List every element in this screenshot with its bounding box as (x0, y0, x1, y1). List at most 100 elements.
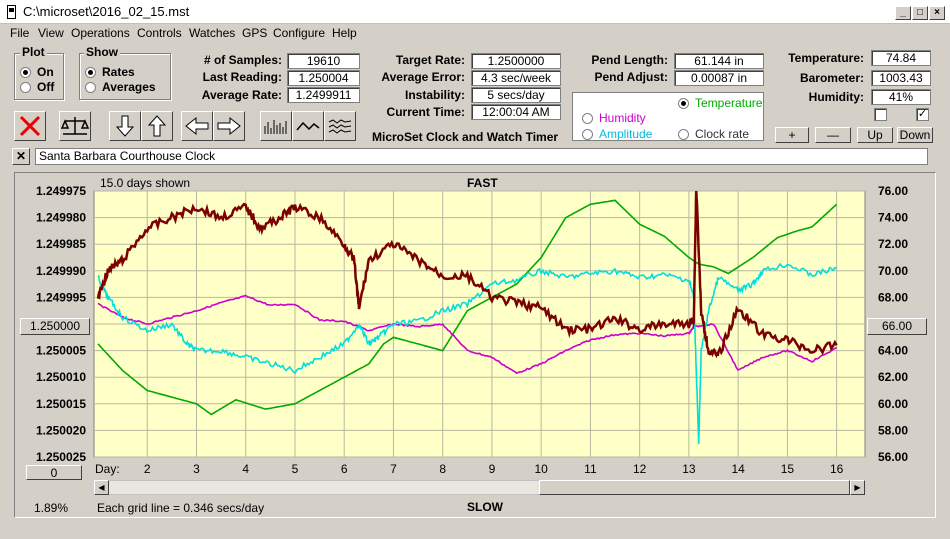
line-view-button[interactable] (292, 111, 324, 141)
radio-dot[interactable] (582, 112, 593, 124)
app-icon (7, 5, 16, 19)
last-reading-label: Last Reading: (202, 70, 282, 84)
scale-minus-button[interactable]: — (815, 127, 851, 143)
menu-view[interactable]: View (38, 26, 64, 40)
menu-file[interactable]: File (10, 26, 30, 40)
show-group (79, 53, 171, 100)
left-tick-label: 1.250020 (36, 423, 86, 437)
target-rate-label: Target Rate: (395, 53, 465, 67)
channel-amplitude-label: Amplitude (599, 127, 653, 141)
x-tick-label: 8 (439, 462, 446, 476)
radio-dot[interactable] (85, 66, 96, 78)
menu-configure[interactable]: Configure (273, 26, 326, 40)
arrow-down-icon (115, 115, 135, 137)
bar-chart-icon (264, 120, 287, 134)
percent-status: 1.89% (34, 501, 69, 515)
x-tick-label: 4 (242, 462, 249, 476)
channel-humidity-radio[interactable]: Humidity (582, 111, 646, 125)
zero-button[interactable]: 0 (26, 465, 82, 480)
scale-plus-button[interactable]: + (775, 127, 809, 143)
balance-button[interactable] (59, 111, 91, 141)
scale-down-button[interactable]: Down (897, 127, 933, 143)
samples-label: # of Samples: (203, 53, 282, 67)
menu-help[interactable]: Help (332, 26, 357, 40)
radio-dot[interactable] (85, 81, 96, 93)
arrow-right-button[interactable] (213, 111, 245, 141)
show-group-label: Show (84, 45, 120, 59)
x-tick-label: 6 (341, 462, 348, 476)
maximize-button[interactable]: □ (912, 6, 928, 20)
right-tick-label: 60.00 (878, 397, 908, 411)
chart-panel (14, 172, 936, 518)
scroll-left-button[interactable]: ◀ (94, 480, 109, 495)
series-line-temperature (97, 199, 838, 416)
left-tick-label: 1.250025 (36, 450, 86, 464)
humidity-field: 41% (871, 89, 931, 105)
menu-controls[interactable]: Controls (137, 26, 182, 40)
x-tick-label: 5 (292, 462, 299, 476)
radio-dot[interactable] (20, 66, 31, 78)
humidity-label: Humidity: (808, 90, 864, 104)
grid-note: Each grid line = 0.346 secs/day (97, 501, 265, 515)
scroll-right-button[interactable]: ▶ (850, 480, 865, 495)
checkbox-1[interactable] (874, 108, 887, 121)
target-rate-field[interactable]: 1.2500000 (471, 53, 561, 69)
left-scale-center-button[interactable]: 1.250000 (20, 318, 90, 335)
bars-view-button[interactable] (260, 111, 292, 141)
barometer-field: 1003.43 (871, 70, 931, 86)
right-scale-center-button[interactable]: 66.00 (867, 318, 927, 335)
menu-gps[interactable]: GPS (242, 26, 268, 40)
clear-clock-button[interactable]: ✕ (12, 148, 30, 165)
menu-operations[interactable]: Operations (71, 26, 130, 40)
show-averages-label: Averages (102, 80, 156, 94)
pend-length-label: Pend Length: (591, 53, 668, 67)
plot-group-label: Plot (20, 45, 47, 59)
channel-clock-rate-radio[interactable]: Clock rate (678, 127, 749, 141)
multi-wave-icon (328, 119, 352, 134)
arrow-left-button[interactable] (181, 111, 213, 141)
clock-name-field[interactable]: Santa Barbara Courthouse Clock (35, 148, 928, 165)
radio-dot[interactable] (582, 128, 593, 140)
average-rate-label: Average Rate: (201, 88, 282, 102)
right-tick-label: 72.00 (878, 237, 908, 251)
window-title: C:\microset\2016_02_15.mst (23, 4, 190, 19)
x-tick-label: 16 (830, 462, 844, 476)
instability-field: 5 secs/day (471, 87, 561, 103)
plot-on-radio[interactable]: On (20, 65, 54, 79)
show-rates-radio[interactable]: Rates (85, 65, 135, 79)
chart-title: FAST (467, 176, 498, 190)
left-tick-label: 1.249995 (36, 290, 86, 304)
x-tick-label: 15 (781, 462, 795, 476)
scale-up-button[interactable]: Up (857, 127, 893, 143)
red-x-icon (19, 115, 41, 137)
channel-temperature-label: Temperature (695, 96, 763, 110)
multi-line-view-button[interactable] (324, 111, 356, 141)
arrow-down-button[interactable] (109, 111, 141, 141)
channel-temperature-radio[interactable]: Temperature (678, 96, 762, 110)
radio-dot[interactable] (678, 128, 689, 140)
minimize-button[interactable]: _ (895, 6, 911, 20)
channel-humidity-label: Humidity (599, 111, 646, 125)
plot-off-radio[interactable]: Off (20, 80, 54, 94)
radio-dot[interactable] (678, 97, 689, 109)
radio-dot[interactable] (20, 81, 31, 93)
left-tick-label: 1.249990 (36, 264, 86, 278)
pend-adjust-label: Pend Adjust: (594, 70, 668, 84)
x-tick-label: 2 (144, 462, 151, 476)
x-tick-label: 7 (390, 462, 397, 476)
scrollbar-thumb[interactable] (539, 480, 850, 495)
menu-watches[interactable]: Watches (189, 26, 236, 40)
left-tick-label: 1.250005 (36, 344, 86, 358)
arrow-up-button[interactable] (141, 111, 173, 141)
channel-amplitude-radio[interactable]: Amplitude (582, 127, 652, 141)
channel-select-box (572, 92, 764, 141)
app-caption: MicroSet Clock and Watch Timer (372, 130, 559, 144)
stop-button[interactable] (14, 111, 46, 141)
samples-field: 19610 (287, 53, 360, 69)
temperature-field: 74.84 (871, 50, 931, 66)
checkbox-2[interactable]: ✓ (916, 108, 929, 121)
show-averages-radio[interactable]: Averages (85, 80, 156, 94)
close-button[interactable]: × (929, 6, 945, 20)
right-tick-label: 68.00 (878, 290, 908, 304)
